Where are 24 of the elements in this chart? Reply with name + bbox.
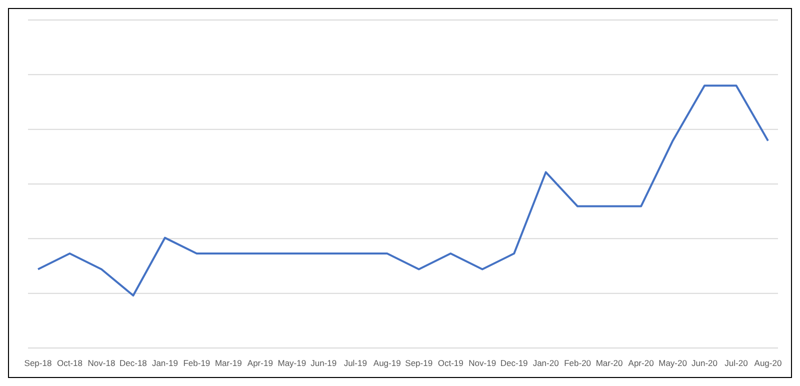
x-tick-label: Dec-19 bbox=[500, 358, 528, 368]
x-tick-label: Oct-18 bbox=[56, 358, 83, 368]
x-tick-label: Jan-20 bbox=[532, 358, 560, 368]
x-tick-label: Jun-20 bbox=[692, 358, 718, 368]
x-tick-label: Feb-20 bbox=[564, 358, 592, 368]
x-tick-label: Nov-18 bbox=[88, 358, 116, 368]
x-tick-label: Nov-19 bbox=[468, 358, 496, 368]
x-tick-label: Apr-19 bbox=[247, 358, 274, 368]
x-tick-label: Oct-19 bbox=[438, 358, 464, 368]
x-tick-label: Sep-18 bbox=[24, 358, 52, 368]
x-tick-label: Jun-19 bbox=[310, 358, 337, 368]
x-tick-label: Jul-20 bbox=[724, 358, 748, 368]
x-tick-label: Mar-19 bbox=[214, 358, 242, 368]
x-tick-label: Sep-19 bbox=[405, 358, 433, 368]
x-tick-label: Jul-19 bbox=[344, 358, 368, 368]
x-tick-label: Jan-19 bbox=[152, 358, 178, 368]
x-tick-label: Feb-19 bbox=[183, 358, 210, 368]
x-tick-label: Aug-20 bbox=[754, 358, 782, 368]
x-tick-label: May-20 bbox=[658, 358, 688, 368]
x-tick-label: May-19 bbox=[278, 358, 306, 368]
x-tick-label: Apr-20 bbox=[628, 358, 654, 368]
x-tick-label: Aug-19 bbox=[373, 358, 402, 368]
x-tick-label: Mar-20 bbox=[596, 358, 624, 368]
x-tick-label: Dec-18 bbox=[120, 358, 148, 368]
